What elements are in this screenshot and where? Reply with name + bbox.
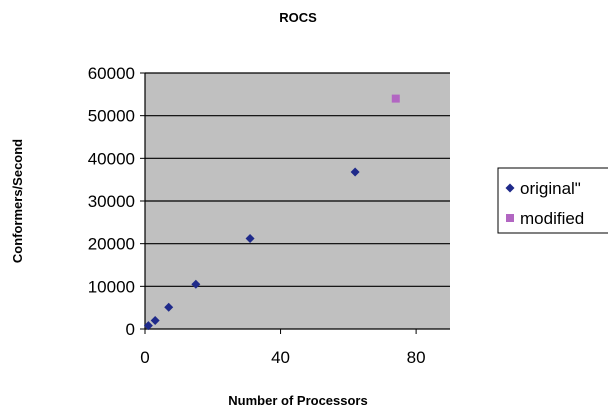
y-tick-label: 50000 [88, 107, 135, 126]
chart-title: ROCS [279, 10, 317, 25]
legend-marker [506, 214, 514, 222]
legend-label: original" [520, 179, 581, 198]
legend-box [497, 167, 608, 234]
data-point [164, 302, 174, 312]
y-tick-label: 60000 [88, 64, 135, 83]
data-point [143, 321, 153, 331]
y-tick-labels: 0 10000 20000 30000 40000 50000 60000 [88, 64, 145, 339]
legend-label: modified [520, 209, 584, 228]
data-point [245, 234, 255, 244]
y-tick-label: 0 [126, 320, 135, 339]
x-axis-title: Number of Processors [228, 393, 367, 408]
legend: original" modified [497, 167, 608, 234]
x-tick-label: 40 [271, 348, 290, 367]
y-tick-label: 30000 [88, 192, 135, 211]
x-tick-labels: 0 40 80 [140, 329, 426, 367]
y-tick-label: 10000 [88, 277, 135, 296]
y-tick-label: 40000 [88, 149, 135, 168]
data-point [350, 167, 360, 177]
data-point [150, 315, 160, 325]
x-tick-label: 80 [407, 348, 426, 367]
data-point [191, 279, 201, 289]
legend-marker [505, 183, 515, 193]
data-point [391, 94, 400, 103]
legend-items: original" modified [505, 179, 584, 228]
y-axis-title: Conformers/Second [10, 139, 25, 263]
x-tick-label: 0 [140, 348, 149, 367]
y-tick-label: 20000 [88, 235, 135, 254]
data-points [143, 94, 400, 331]
